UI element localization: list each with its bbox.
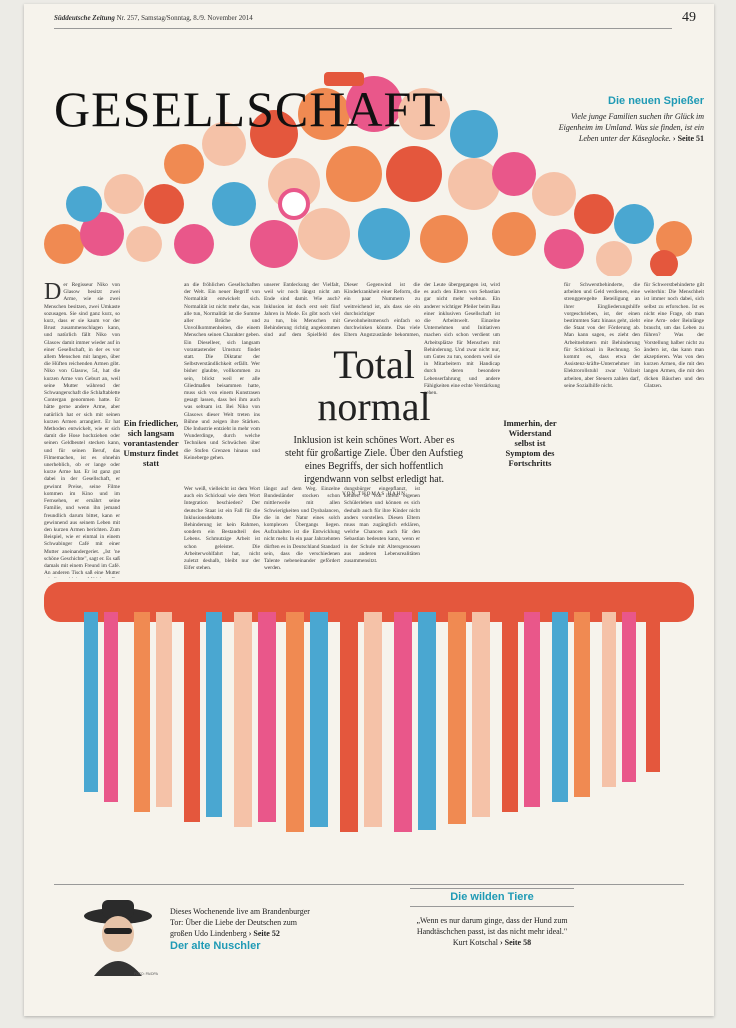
- article-column-2: an die fröhlichen Gesellschaften der Wel…: [184, 282, 260, 461]
- paper-name: Süddeutsche Zeitung: [54, 14, 115, 22]
- article-headline: Total normal: [317, 342, 431, 429]
- promo-ref: › Seite 52: [248, 929, 280, 938]
- teaser-ref: › Seite 51: [672, 134, 704, 143]
- pull-quote-2: Immerhin, der Widerstand selbst ist Symp…: [503, 418, 557, 468]
- article-column-6: für Schwerstbehinderte, die arbeiten und…: [564, 282, 640, 389]
- article-headline-block: Total normal Inklusion ist kein schönes …: [284, 342, 464, 498]
- article-column-9: Wer weiß, vielleicht ist dem Wort auch e…: [184, 486, 260, 572]
- section-title: GESELLSCHAFT: [54, 81, 444, 137]
- face-cluster-center: [250, 72, 500, 268]
- promo-bottom-right[interactable]: Die wilden Tiere „Wenn es nur darum ging…: [410, 888, 574, 948]
- dropcap: D: [44, 282, 62, 305]
- teaser-title: Die neuen Spießer: [608, 95, 704, 107]
- promo-wild-title: Die wilden Tiere: [410, 888, 574, 907]
- promo-ref-page: Seite 52: [253, 929, 280, 938]
- crowd-legs-illustration: [44, 582, 694, 832]
- promo-title: Der alte Nuschler: [170, 940, 261, 952]
- article-column-4: Dieser Gegenwind ist die Kinderkrankheit…: [344, 282, 420, 338]
- masthead: Süddeutsche Zeitung Nr. 257, Samstag/Son…: [54, 14, 672, 29]
- promo-wild-ref-page: Seite 58: [504, 938, 532, 947]
- teaser-top-right[interactable]: Die neuen Spießer Viele junge Familien s…: [544, 96, 704, 144]
- article-column-3: unserer Entdeckung der Vielfalt, weil wi…: [264, 282, 340, 338]
- article-deck: Inklusion ist kein schönes Wort. Aber es…: [285, 435, 463, 485]
- article-column-8: dungsbürger eingepflanzt, ist kennen es …: [344, 486, 420, 565]
- article-column-7: längst auf dem Weg. Einzelne Bundeslände…: [264, 486, 340, 572]
- article-byline: VON THOMAS HAHN: [342, 492, 406, 497]
- crowd-faces-illustration: [44, 72, 692, 276]
- promo-wild-quote: „Wenn es nur darum ginge, dass der Hund …: [416, 916, 568, 947]
- promo-wild-ref: › Seite 58: [500, 938, 532, 947]
- bottom-divider: [54, 884, 684, 885]
- article-column-10: für Schwerstbehinderte gilt weiterhin: D…: [644, 282, 704, 389]
- issue-info: Nr. 257, Samstag/Sonntag, 8./9. November…: [116, 14, 253, 22]
- promo-bottom-left[interactable]: Dieses Wochenende live am Brandenburger …: [170, 906, 320, 952]
- legs-group: [84, 612, 660, 832]
- article-column-5: der Leute übergegangen ist, wird es auch…: [424, 282, 500, 397]
- teaser-text: Viele junge Familien suchen ihr Glück im…: [558, 112, 704, 143]
- pull-quote-1: Ein friedlicher, sich langsam vorantaste…: [123, 418, 179, 468]
- teaser-ref-page: Seite 51: [677, 134, 704, 143]
- article-column-1-text: er Regisseur Niko von Glasow besitzt zwe…: [44, 282, 120, 578]
- newspaper-page: Süddeutsche Zeitung Nr. 257, Samstag/Son…: [24, 4, 714, 1016]
- promo-text: Dieses Wochenende live am Brandenburger …: [170, 907, 310, 938]
- face-cluster-right: [492, 152, 692, 276]
- page-number: 49: [682, 10, 696, 25]
- udo-lindenberg-photo: [74, 894, 162, 976]
- photo-credit: FOTO: PA/DPA: [134, 972, 158, 976]
- face-cluster-left: [44, 122, 256, 264]
